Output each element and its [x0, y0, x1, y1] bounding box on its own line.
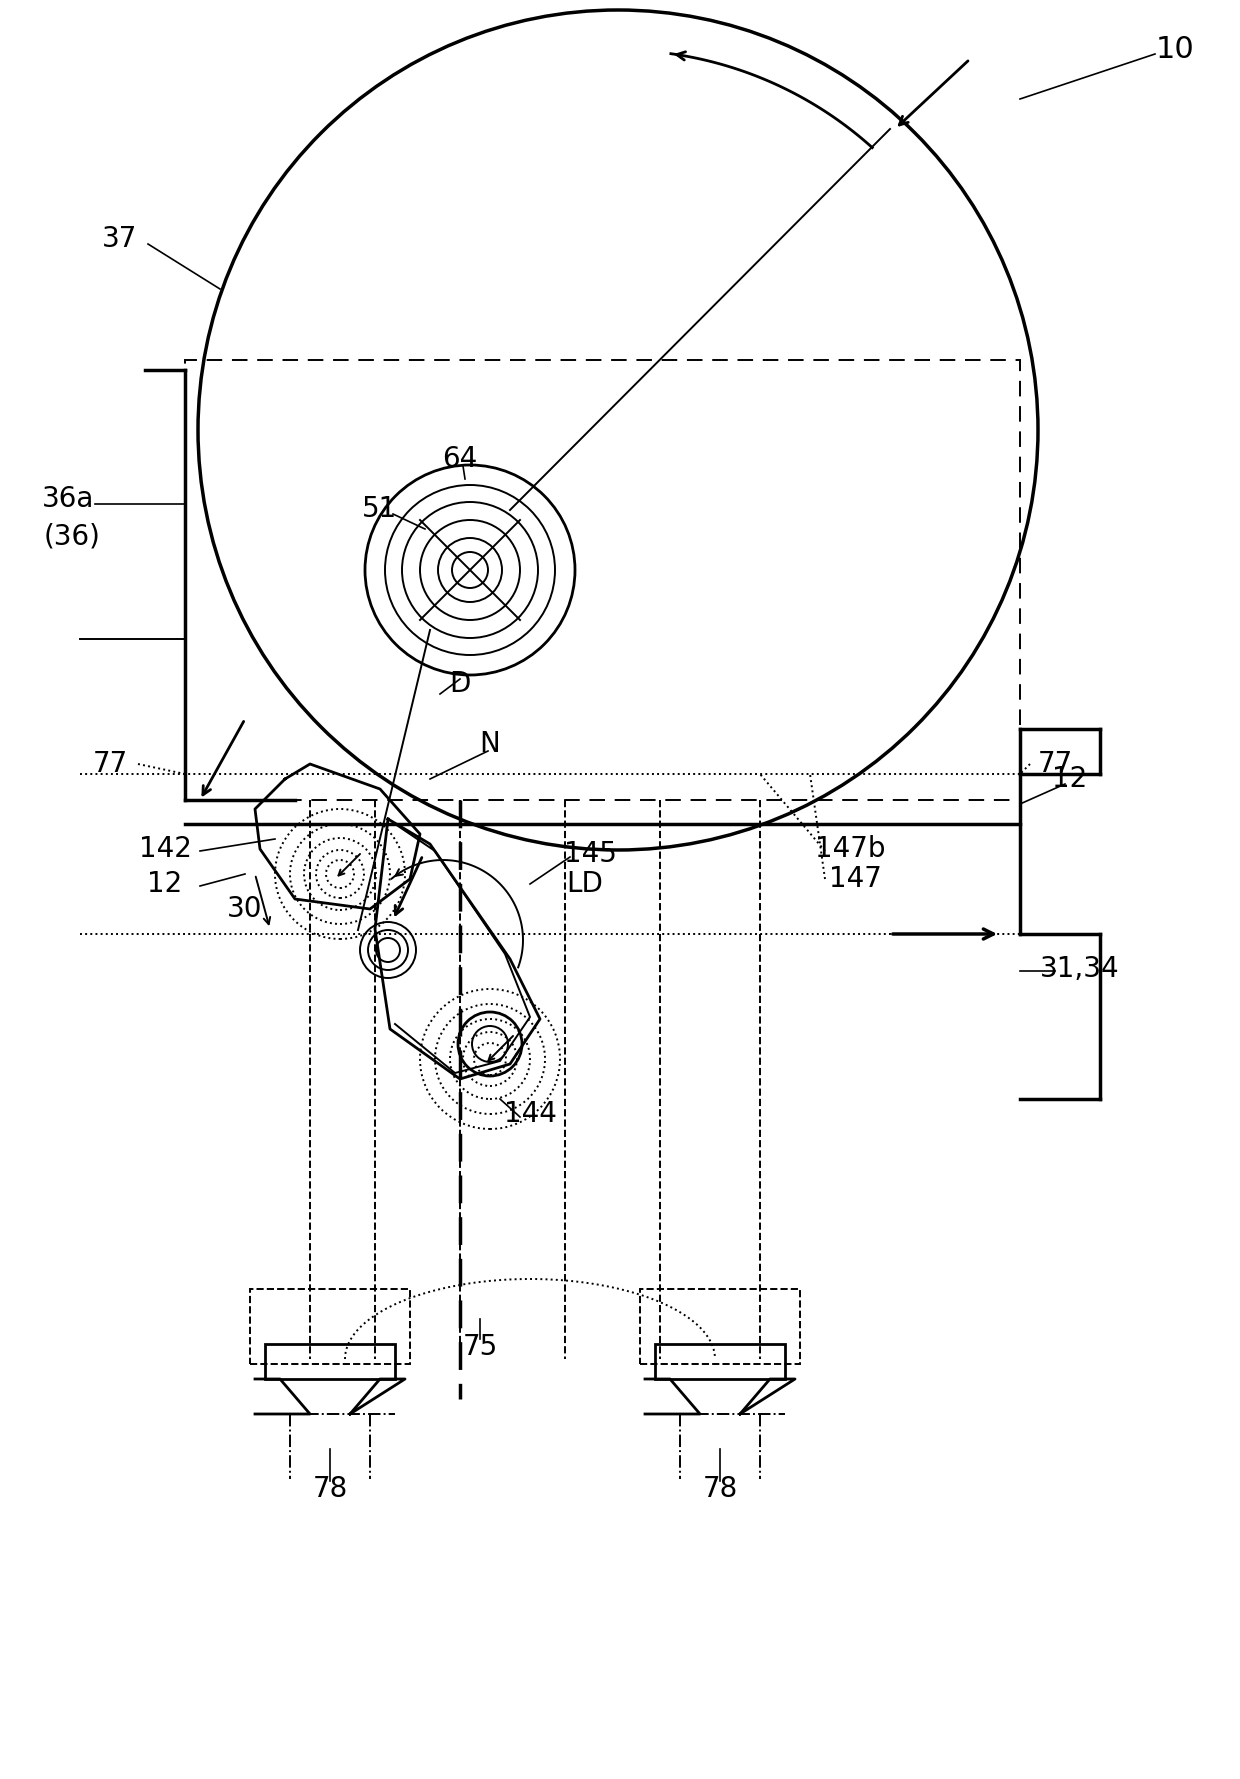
Text: 30: 30 [227, 895, 263, 923]
Text: 64: 64 [443, 445, 477, 473]
Text: 77: 77 [92, 751, 128, 777]
Text: 78: 78 [312, 1475, 347, 1503]
Bar [250, 1290, 410, 1364]
Text: 77: 77 [1038, 751, 1073, 777]
Bar [265, 1343, 396, 1379]
Bar [185, 359, 1021, 801]
Bar [655, 1343, 785, 1379]
Text: 142: 142 [139, 834, 191, 863]
Text: N: N [480, 729, 501, 758]
Text: 36a: 36a [42, 486, 94, 512]
Bar [640, 1290, 800, 1364]
Text: 75: 75 [463, 1332, 497, 1361]
Text: 31,34: 31,34 [1040, 955, 1120, 984]
Text: 12: 12 [148, 870, 182, 898]
Text: 12: 12 [1053, 765, 1087, 793]
Text: (36): (36) [43, 521, 100, 550]
Text: 145: 145 [563, 840, 616, 868]
Text: 144: 144 [503, 1099, 557, 1128]
Text: 78: 78 [702, 1475, 738, 1503]
Text: LD: LD [567, 870, 604, 898]
Text: 10: 10 [1156, 34, 1194, 64]
Text: 51: 51 [362, 495, 398, 523]
Text: D: D [449, 671, 471, 697]
Text: 37: 37 [103, 224, 138, 253]
Text: 147: 147 [828, 865, 882, 893]
Text: 147b: 147b [815, 834, 885, 863]
